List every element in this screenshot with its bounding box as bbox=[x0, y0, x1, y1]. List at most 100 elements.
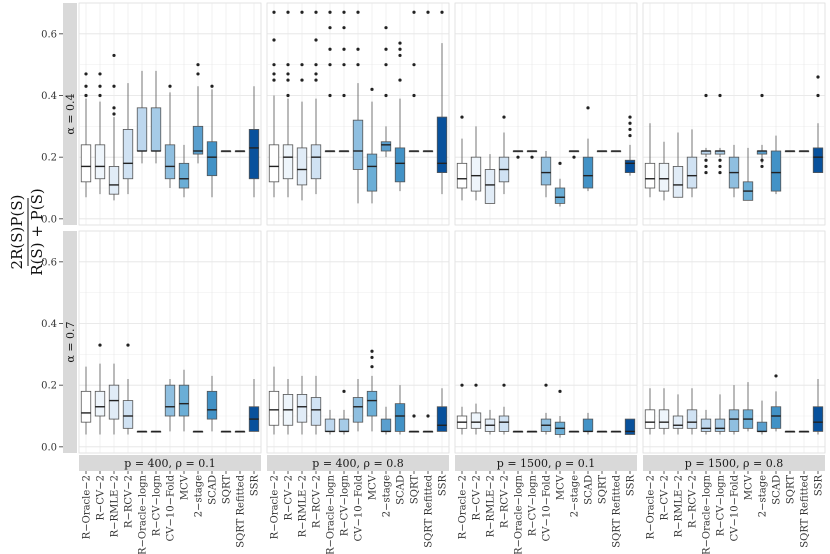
boxplot-r-oracle-2 bbox=[80, 366, 92, 435]
box-iqr bbox=[554, 187, 566, 204]
box-iqr bbox=[178, 384, 190, 417]
x-tick-label: SQRT bbox=[786, 475, 797, 504]
outlier-point bbox=[412, 63, 416, 67]
outlier-point bbox=[718, 164, 722, 169]
outlier-point bbox=[112, 112, 116, 116]
x-tick-label: R−CV−logn bbox=[340, 474, 351, 536]
boxplot-scad bbox=[770, 135, 782, 195]
x-tick-label: R−RCV−2 bbox=[312, 475, 323, 528]
outlier-point bbox=[84, 72, 88, 76]
x-tick-label: R−RCV−2 bbox=[688, 475, 699, 528]
outlier-point bbox=[272, 78, 276, 82]
outlier-point bbox=[84, 84, 88, 88]
boxplot-ssr bbox=[624, 115, 636, 176]
outlier-point bbox=[112, 84, 116, 88]
boxplot-sqrt-refitted bbox=[422, 10, 434, 153]
outlier-point bbox=[628, 127, 632, 132]
outlier-point bbox=[356, 47, 360, 51]
boxplot-mcv bbox=[366, 349, 378, 432]
boxplot-r-rcv-2 bbox=[686, 129, 698, 198]
box-iqr bbox=[206, 141, 218, 177]
boxplot-r-cv-2 bbox=[282, 10, 294, 198]
y-tick-label: 0.0 bbox=[41, 442, 57, 453]
box-iqr bbox=[644, 162, 656, 189]
x-tick-label: R−Oracle−logn bbox=[514, 474, 525, 554]
outlier-point bbox=[384, 63, 388, 67]
outlier-point bbox=[210, 84, 214, 88]
box-iqr bbox=[150, 107, 162, 152]
outlier-point bbox=[816, 75, 820, 79]
boxplot-r-oracle-logn bbox=[324, 10, 336, 153]
column-strip-label: p = 400, ρ = 0.8 bbox=[312, 457, 403, 470]
row-strip-label: α = 0.7 bbox=[64, 321, 77, 362]
box-iqr bbox=[282, 144, 294, 180]
boxplot-r-oracle-2 bbox=[644, 123, 656, 198]
boxplot-sqrt bbox=[784, 150, 796, 153]
box-iqr bbox=[484, 169, 496, 204]
x-tick-label: 2−stage bbox=[570, 475, 581, 517]
boxplot-r-rcv-2 bbox=[122, 83, 134, 195]
x-tick-label: SQRT Refitted bbox=[424, 474, 435, 547]
box-iqr bbox=[686, 156, 698, 189]
row-strip-label: α = 0.4 bbox=[64, 93, 77, 134]
boxplot-cv-10-fold bbox=[164, 379, 176, 432]
outlier-point bbox=[460, 383, 464, 387]
outlier-point bbox=[314, 10, 318, 14]
x-tick-label: SCAD bbox=[584, 475, 595, 505]
boxplot-2-stage bbox=[380, 26, 392, 158]
outlier-point bbox=[704, 170, 708, 175]
x-tick-label: CV−10−Fold bbox=[166, 474, 177, 541]
outlier-point bbox=[384, 26, 388, 30]
boxplot-scad bbox=[770, 374, 782, 432]
boxplot-cv-10-fold bbox=[728, 385, 740, 435]
x-tick-label: R−Oracle−logn bbox=[702, 474, 713, 554]
outlier-point bbox=[286, 63, 290, 67]
boxplot-r-oracle-2 bbox=[456, 115, 468, 201]
boxplot-r-oracle-2 bbox=[456, 383, 468, 435]
boxplot-r-cv-2 bbox=[94, 343, 106, 435]
box-iqr bbox=[498, 415, 510, 432]
boxplot-r-rcv-2 bbox=[498, 383, 510, 435]
outlier-point bbox=[314, 72, 318, 76]
boxplot-sqrt-refitted bbox=[610, 150, 622, 153]
outlier-point bbox=[384, 93, 388, 98]
outlier-point bbox=[300, 78, 304, 82]
boxplot-r-rmle-2 bbox=[108, 53, 120, 201]
outlier-point bbox=[342, 93, 346, 98]
x-tick-label: CV−10−Fold bbox=[354, 474, 365, 541]
boxplot-r-rcv-2 bbox=[498, 115, 510, 195]
x-tick-label: MCV bbox=[180, 474, 191, 500]
boxplot-scad bbox=[206, 375, 218, 432]
boxplot-scad bbox=[394, 41, 406, 192]
outlier-point bbox=[272, 63, 276, 67]
boxplot-scad bbox=[582, 412, 594, 435]
x-tick-label: R−RMLE−2 bbox=[674, 475, 685, 537]
outlier-point bbox=[98, 93, 102, 98]
outlier-point bbox=[272, 10, 276, 14]
boxplot-r-oracle-logn bbox=[512, 150, 524, 159]
boxplot-r-rmle-2 bbox=[296, 10, 308, 201]
x-tick-label: MCV bbox=[556, 474, 567, 500]
boxplot-r-oracle-logn bbox=[136, 70, 148, 164]
box-iqr bbox=[366, 153, 378, 192]
boxplot-scad bbox=[394, 385, 406, 435]
boxplot-r-cv-2 bbox=[658, 388, 670, 435]
outlier-point bbox=[474, 383, 478, 387]
outlier-point bbox=[760, 93, 764, 98]
outlier-point bbox=[370, 87, 374, 91]
boxplot-r-cv-logn bbox=[714, 394, 726, 435]
x-tick-label: R−CV−logn bbox=[716, 474, 727, 536]
boxplot-mcv bbox=[554, 389, 566, 438]
outlier-point bbox=[558, 161, 562, 165]
box-iqr bbox=[352, 397, 364, 423]
column-strip-label: p = 1500, ρ = 0.8 bbox=[685, 457, 783, 470]
outlier-point bbox=[98, 72, 102, 76]
box-iqr bbox=[94, 390, 106, 417]
boxplot-sqrt-refitted bbox=[422, 414, 434, 433]
x-tick-label: SQRT Refitted bbox=[612, 474, 623, 547]
outlier-point bbox=[112, 106, 116, 110]
boxplot-r-cv-logn bbox=[150, 430, 162, 433]
box-iqr bbox=[658, 162, 670, 192]
box-iqr bbox=[540, 156, 552, 186]
outlier-point bbox=[760, 164, 764, 169]
